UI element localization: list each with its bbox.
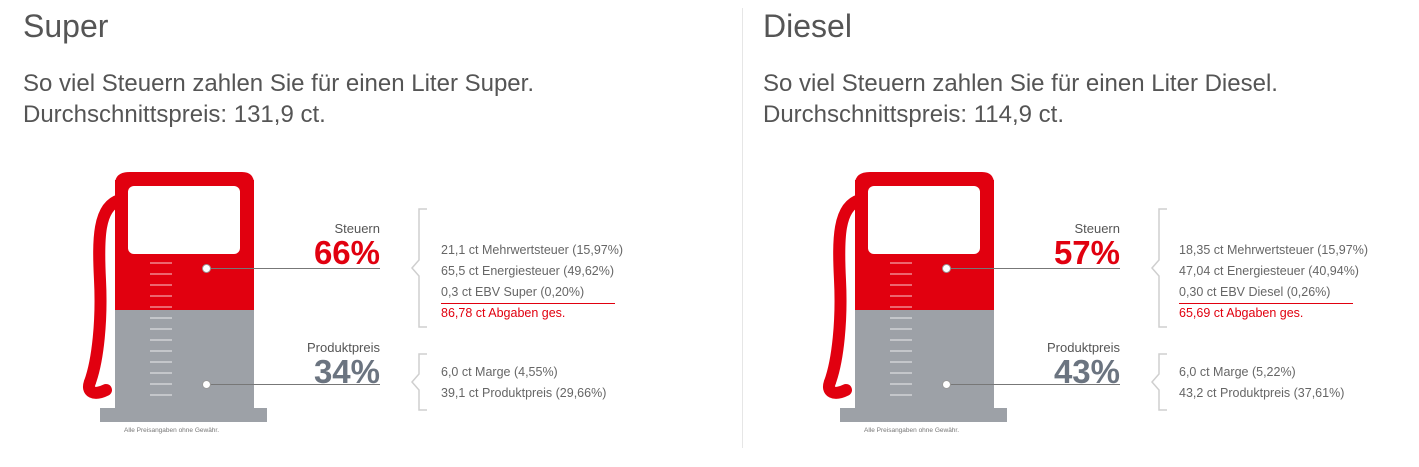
produktpreis-item: 39,1 ct Produktpreis (29,66%) <box>441 386 607 400</box>
steuern-total: 86,78 ct Abgaben ges. <box>441 306 566 320</box>
pump-base <box>840 408 1007 422</box>
steuern-item: 65,5 ct Energiesteuer (49,62%) <box>441 264 615 278</box>
steuern-bracket <box>411 208 427 328</box>
total-separator <box>441 303 615 304</box>
steuern-marker-dot <box>202 264 211 273</box>
subtitle: So viel Steuern zahlen Sie für einen Lit… <box>23 68 534 130</box>
produktpreis-label: Produktpreis <box>307 340 380 355</box>
produktpreis-bracket <box>411 353 427 411</box>
steuern-item: 21,1 ct Mehrwertsteuer (15,97%) <box>441 243 624 257</box>
steuern-total: 65,69 ct Abgaben ges. <box>1179 306 1304 320</box>
steuern-leader-line <box>948 268 1120 269</box>
subtitle-line-1: So viel Steuern zahlen Sie für einen Lit… <box>23 70 534 97</box>
fuel-pump-graphic <box>83 172 267 422</box>
fuel-pump-graphic <box>823 172 1007 422</box>
fuel-title: Super <box>23 8 109 44</box>
produktpreis-leader-line <box>948 384 1120 385</box>
subtitle-line-2: Durchschnittspreis: 131,9 ct. <box>23 101 326 128</box>
total-separator <box>1179 303 1353 304</box>
steuern-item: 0,30 ct EBV Diesel (0,26%) <box>1179 285 1331 299</box>
steuern-item: 18,35 ct Mehrwertsteuer (15,97%) <box>1179 243 1368 257</box>
pump-scale-ticks <box>890 262 912 396</box>
subtitle: So viel Steuern zahlen Sie für einen Lit… <box>763 68 1278 130</box>
produktpreis-item: 6,0 ct Marge (5,22%) <box>1179 365 1296 379</box>
steuern-label: Steuern <box>334 221 380 236</box>
produktpreis-marker-dot <box>202 380 211 389</box>
steuern-percent: 57% <box>1053 234 1120 271</box>
pump-nozzle-hose <box>823 194 866 399</box>
pump-nozzle-hose <box>83 194 126 399</box>
super-panel: Super So viel Steuern zahlen Sie für ein… <box>0 0 709 467</box>
produktpreis-marker-dot <box>942 380 951 389</box>
pump-base <box>100 408 267 422</box>
disclaimer: Alle Preisangaben ohne Gewähr. <box>864 427 960 434</box>
steuern-item: 47,04 ct Energiesteuer (40,94%) <box>1179 264 1359 278</box>
steuern-marker-dot <box>942 264 951 273</box>
produktpreis-percent: 34% <box>313 353 380 390</box>
produktpreis-bracket <box>1151 353 1167 411</box>
panel-divider <box>742 8 743 448</box>
steuern-item: 0,3 ct EBV Super (0,20%) <box>441 285 585 299</box>
steuern-label: Steuern <box>1074 221 1120 236</box>
steuern-bracket <box>1151 208 1167 328</box>
produktpreis-item: 43,2 ct Produktpreis (37,61%) <box>1179 386 1345 400</box>
pump-screen <box>868 186 980 254</box>
subtitle-line-2: Durchschnittspreis: 114,9 ct. <box>763 101 1065 128</box>
steuern-leader-line <box>208 268 380 269</box>
produktpreis-leader-line <box>208 384 380 385</box>
pump-body-grey <box>115 310 254 408</box>
pump-screen <box>128 186 240 254</box>
diesel-panel: Diesel So viel Steuern zahlen Sie für ei… <box>740 0 1419 467</box>
pump-body-grey <box>855 310 994 408</box>
disclaimer: Alle Preisangaben ohne Gewähr. <box>124 427 220 434</box>
produktpreis-label: Produktpreis <box>1047 340 1120 355</box>
produktpreis-percent: 43% <box>1053 353 1120 390</box>
steuern-percent: 66% <box>313 234 380 271</box>
fuel-title: Diesel <box>763 8 852 44</box>
subtitle-line-1: So viel Steuern zahlen Sie für einen Lit… <box>763 70 1278 97</box>
pump-scale-ticks <box>150 262 172 396</box>
produktpreis-item: 6,0 ct Marge (4,55%) <box>441 365 558 379</box>
